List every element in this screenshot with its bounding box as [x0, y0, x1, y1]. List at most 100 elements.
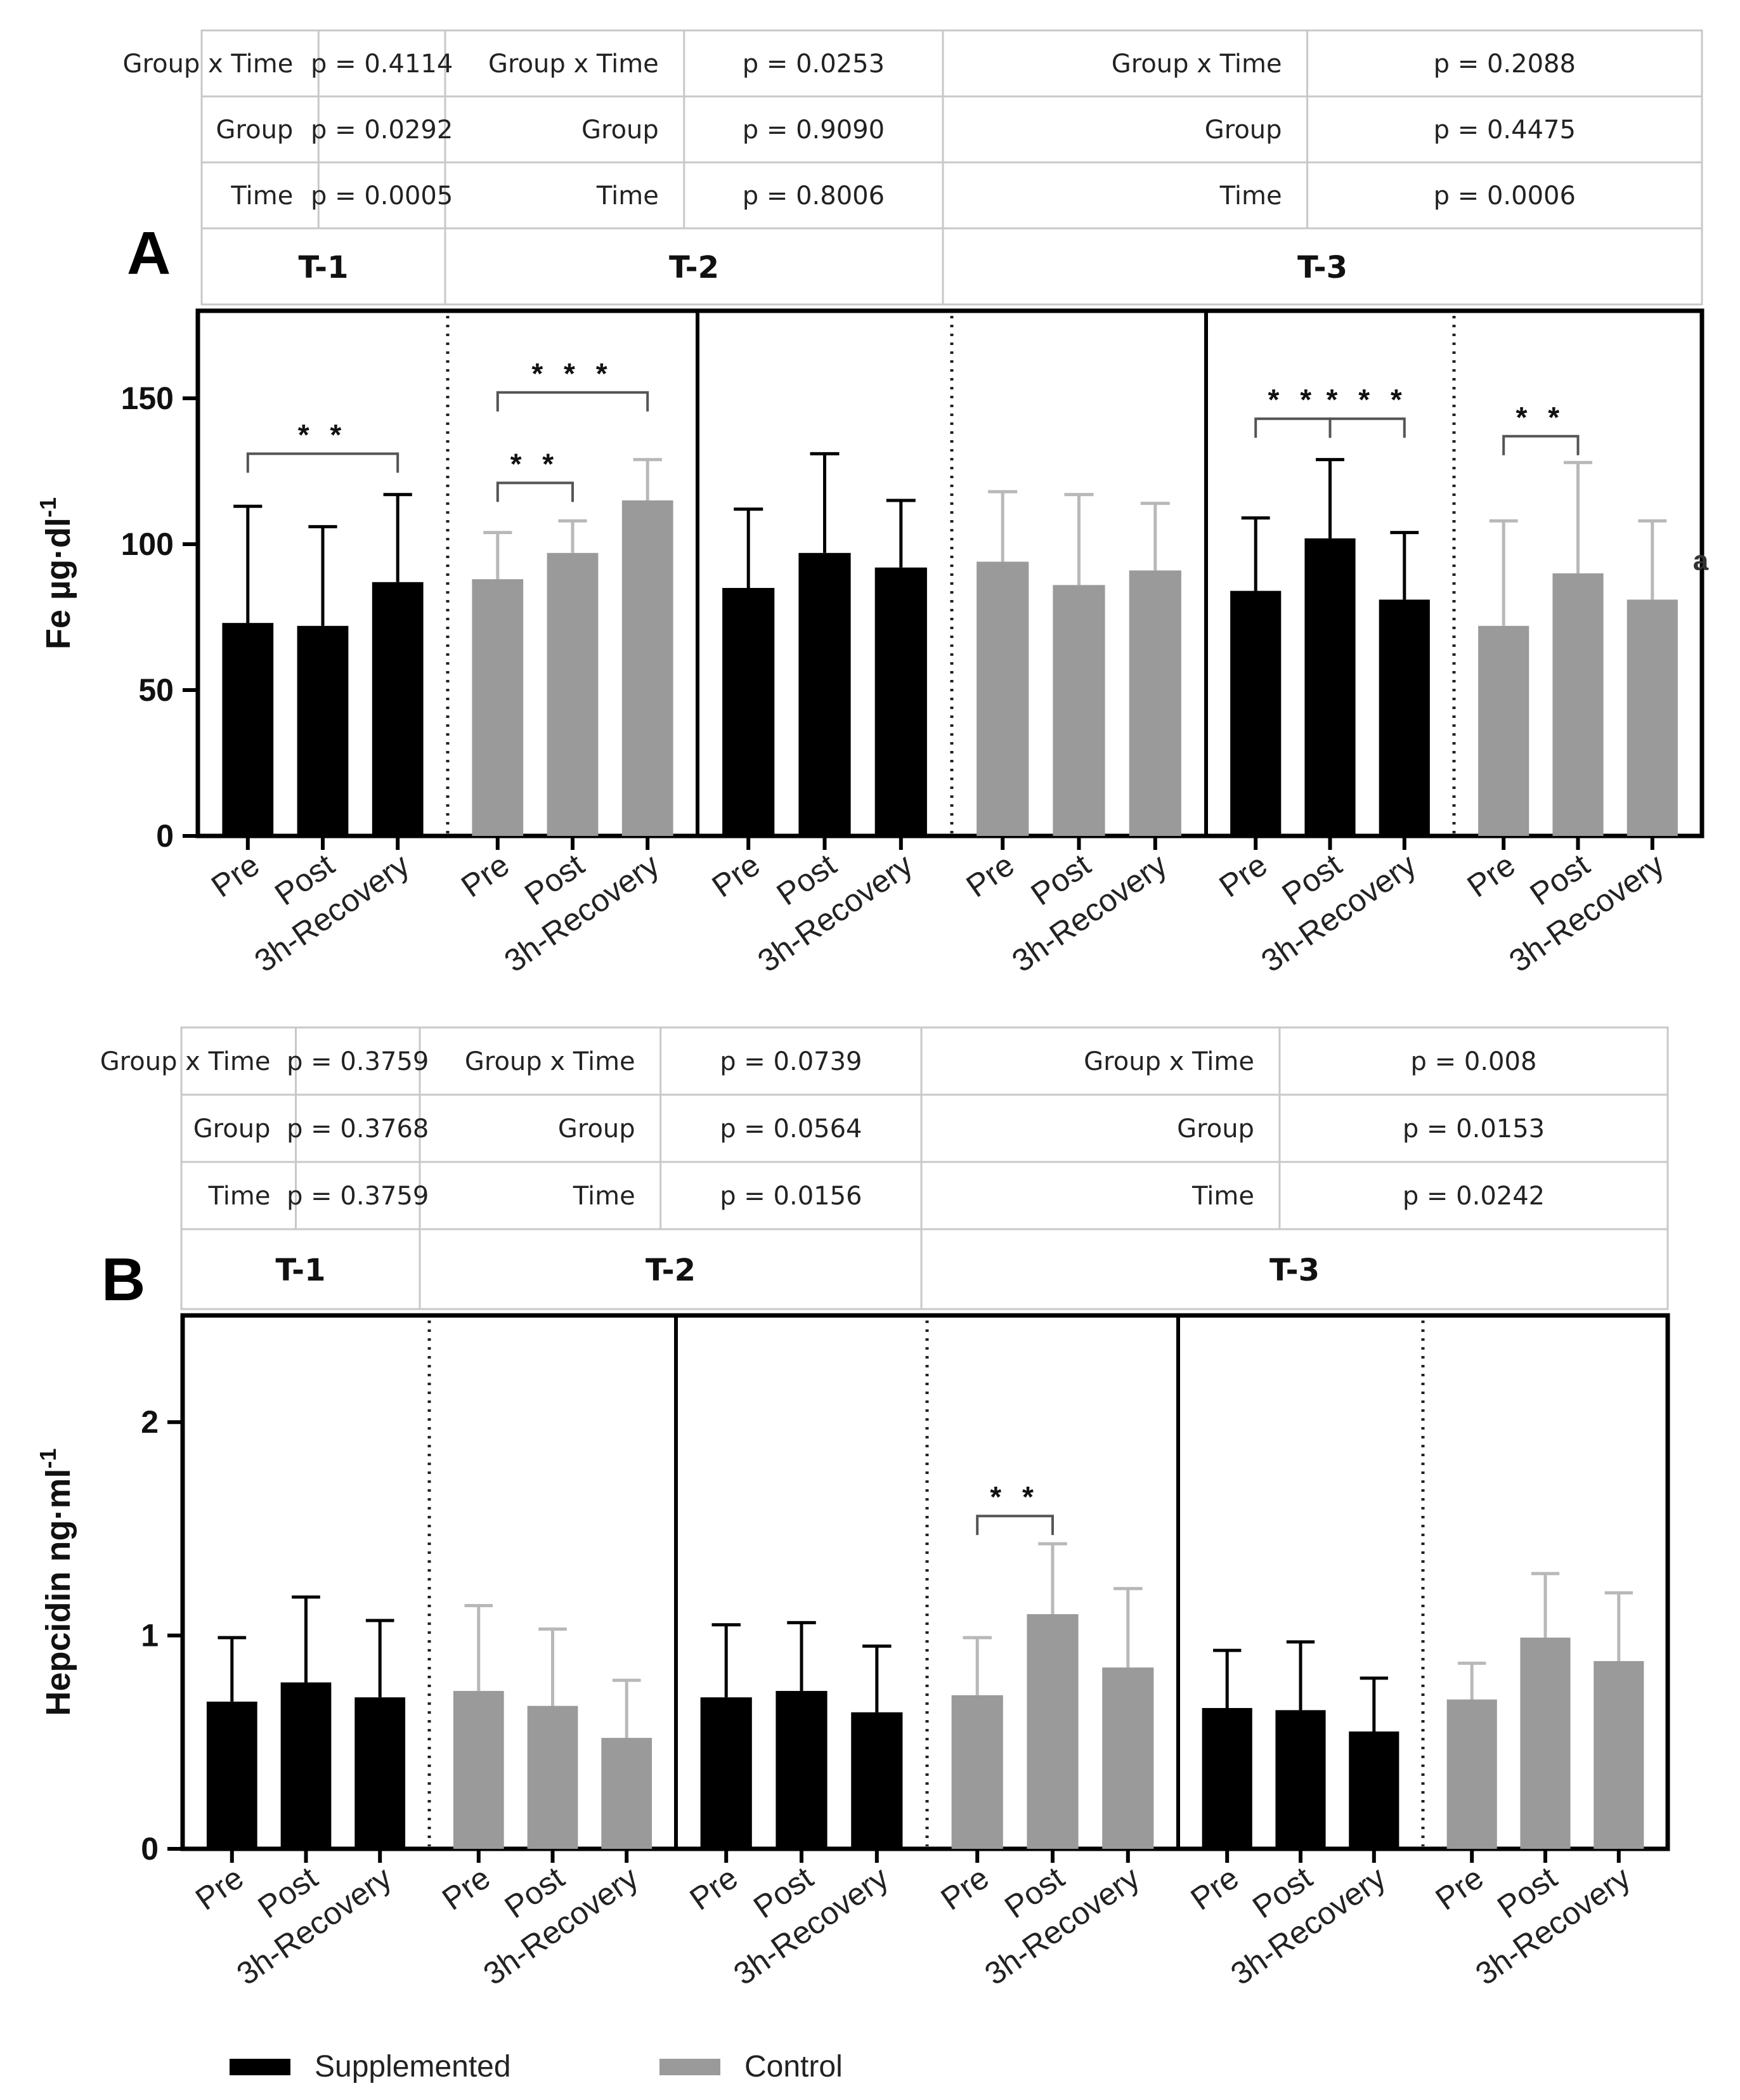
plot-frame [195, 308, 1704, 838]
stats-row-label: Time [573, 1182, 635, 1211]
stats-row-label: Time [1191, 1182, 1254, 1211]
stats-row-label: Time [208, 1182, 271, 1211]
bar-supplemented [851, 1712, 903, 1849]
panel-letter: A [127, 219, 171, 287]
trial-title: T-2 [646, 1253, 696, 1288]
significance-stars: * * [1516, 401, 1566, 434]
significance-bracket [976, 1515, 1054, 1536]
bar-supplemented [206, 1701, 257, 1849]
stats-p-value: p = 0.3759 [287, 1047, 429, 1076]
y-tick-label: 150 [121, 381, 174, 416]
stats-p-value: p = 0.2088 [1434, 49, 1576, 79]
y-tick-label: 0 [141, 1831, 159, 1867]
table-border [200, 29, 1703, 306]
bar-supplemented [280, 1682, 332, 1849]
legend-label: Supplemented [315, 2050, 511, 2084]
bar-supplemented [372, 582, 424, 836]
stats-p-value: p = 0.0006 [1434, 181, 1576, 211]
legend-label: Control [744, 2050, 843, 2084]
bar-supplemented [874, 567, 927, 836]
bar-control [1594, 1660, 1644, 1849]
stats-row-label: Group [1205, 115, 1282, 145]
stats-p-value: p = 0.8006 [743, 181, 885, 211]
significance-stars: * * [990, 1480, 1040, 1513]
significance-bracket [246, 452, 399, 473]
y-axis: 0 50 100 150 Fe µg·dl-1 [35, 311, 200, 854]
bar-control [621, 500, 673, 836]
bar-supplemented [1202, 1707, 1252, 1849]
stats-p-value: p = 0.9090 [743, 115, 885, 145]
y-tick-label: 100 [121, 526, 174, 562]
stats-row-label: Group x Time [123, 49, 294, 79]
stats-row-label: Group x Time [1112, 49, 1282, 79]
stats-table: Group x Time p = 0.3759 Group p = 0.3768 Tim… [100, 1026, 1669, 1310]
panel-B: Group x Time p = 0.3759 Group p = 0.3768 Tim… [35, 1026, 1670, 1992]
significance-stars: * * * [531, 357, 613, 390]
panel-letter: B [101, 1246, 145, 1314]
significance-stars: * * [298, 418, 348, 451]
stats-p-value: p = 0.3768 [287, 1114, 429, 1144]
stats-row-label: Group [581, 115, 659, 145]
legend: Supplemented Control [230, 2050, 843, 2084]
bar-supplemented [776, 1691, 828, 1849]
bar-control [547, 552, 599, 836]
significance-bracket [496, 481, 574, 502]
bar-control [1446, 1699, 1497, 1849]
category-label: Pre [205, 847, 266, 904]
stats-row-label: Time [1219, 181, 1282, 211]
bar-supplemented [1349, 1731, 1399, 1849]
trial-title: T-3 [1269, 1253, 1320, 1288]
bar-control [977, 561, 1029, 836]
bar-supplemented [1379, 599, 1430, 836]
table-border [180, 1026, 1669, 1310]
stats-p-value: p = 0.0156 [720, 1182, 862, 1211]
stats-p-value: p = 0.4114 [311, 49, 453, 79]
stats-row-label: Group [216, 115, 294, 145]
bar-control [601, 1738, 652, 1849]
bar-control [1053, 585, 1105, 836]
bar-control [951, 1695, 1003, 1849]
significance-stars: * * [510, 447, 561, 480]
stats-row-label: Group x Time [100, 1047, 271, 1076]
stats-row-label: Time [596, 181, 659, 211]
bar-control [1520, 1637, 1571, 1849]
significance-stars: * * [1268, 383, 1318, 416]
bar-control [527, 1705, 578, 1849]
bar-control [453, 1691, 504, 1849]
bar-supplemented [222, 623, 274, 836]
bar-control [1027, 1614, 1079, 1849]
trial-title: T-3 [1297, 250, 1347, 285]
category-label: Pre [960, 847, 1021, 904]
bar-supplemented [1275, 1710, 1326, 1849]
stats-row-label: Group x Time [1084, 1047, 1254, 1076]
category-label: Pre [1185, 1860, 1245, 1917]
bar-supplemented [354, 1697, 406, 1849]
legend-swatch [659, 2059, 720, 2075]
category-label: Pre [436, 1860, 497, 1917]
stats-row-label: Group x Time [465, 1047, 635, 1076]
stats-row-label: Group [193, 1114, 271, 1144]
stats-row-label: Time [230, 181, 293, 211]
stats-p-value: p = 0.008 [1411, 1047, 1537, 1076]
y-axis: 0 1 2 Hepcidin ng·ml-1 [35, 1315, 185, 1867]
category-label: Pre [684, 1860, 744, 1917]
bar-control [472, 579, 524, 836]
y-axis-label-text: Fe µg·dl [39, 518, 77, 649]
significance-bracket [1328, 417, 1406, 438]
stats-p-value: p = 0.4475 [1434, 115, 1576, 145]
stats-p-value: p = 0.0242 [1403, 1182, 1545, 1211]
significance-bracket [1254, 417, 1332, 438]
bar-control [1478, 625, 1529, 836]
significance-bracket [496, 391, 649, 412]
category-label: Pre [935, 1860, 996, 1917]
panel-A: Group x Time p = 0.4114 Group p = 0.0292 Tim… [35, 29, 1709, 979]
category-label: Pre [706, 847, 767, 904]
y-tick-label: 2 [141, 1404, 159, 1440]
bar-supplemented [297, 625, 349, 836]
stats-p-value: p = 0.0292 [311, 115, 453, 145]
stats-row-label: Group [558, 1114, 635, 1144]
stats-p-value: p = 0.0564 [720, 1114, 862, 1144]
stats-p-value: p = 0.0739 [720, 1047, 862, 1076]
category-label: Pre [1213, 847, 1274, 904]
bar-control [1102, 1667, 1154, 1849]
